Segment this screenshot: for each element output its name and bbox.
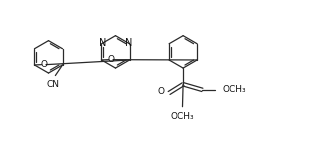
Text: OCH₃: OCH₃	[171, 112, 194, 121]
Text: N: N	[124, 37, 132, 47]
Text: OCH₃: OCH₃	[222, 85, 246, 94]
Text: CN: CN	[47, 80, 60, 89]
Text: O: O	[158, 87, 164, 96]
Text: O: O	[107, 55, 114, 64]
Text: N: N	[99, 37, 106, 47]
Text: O: O	[40, 60, 47, 69]
